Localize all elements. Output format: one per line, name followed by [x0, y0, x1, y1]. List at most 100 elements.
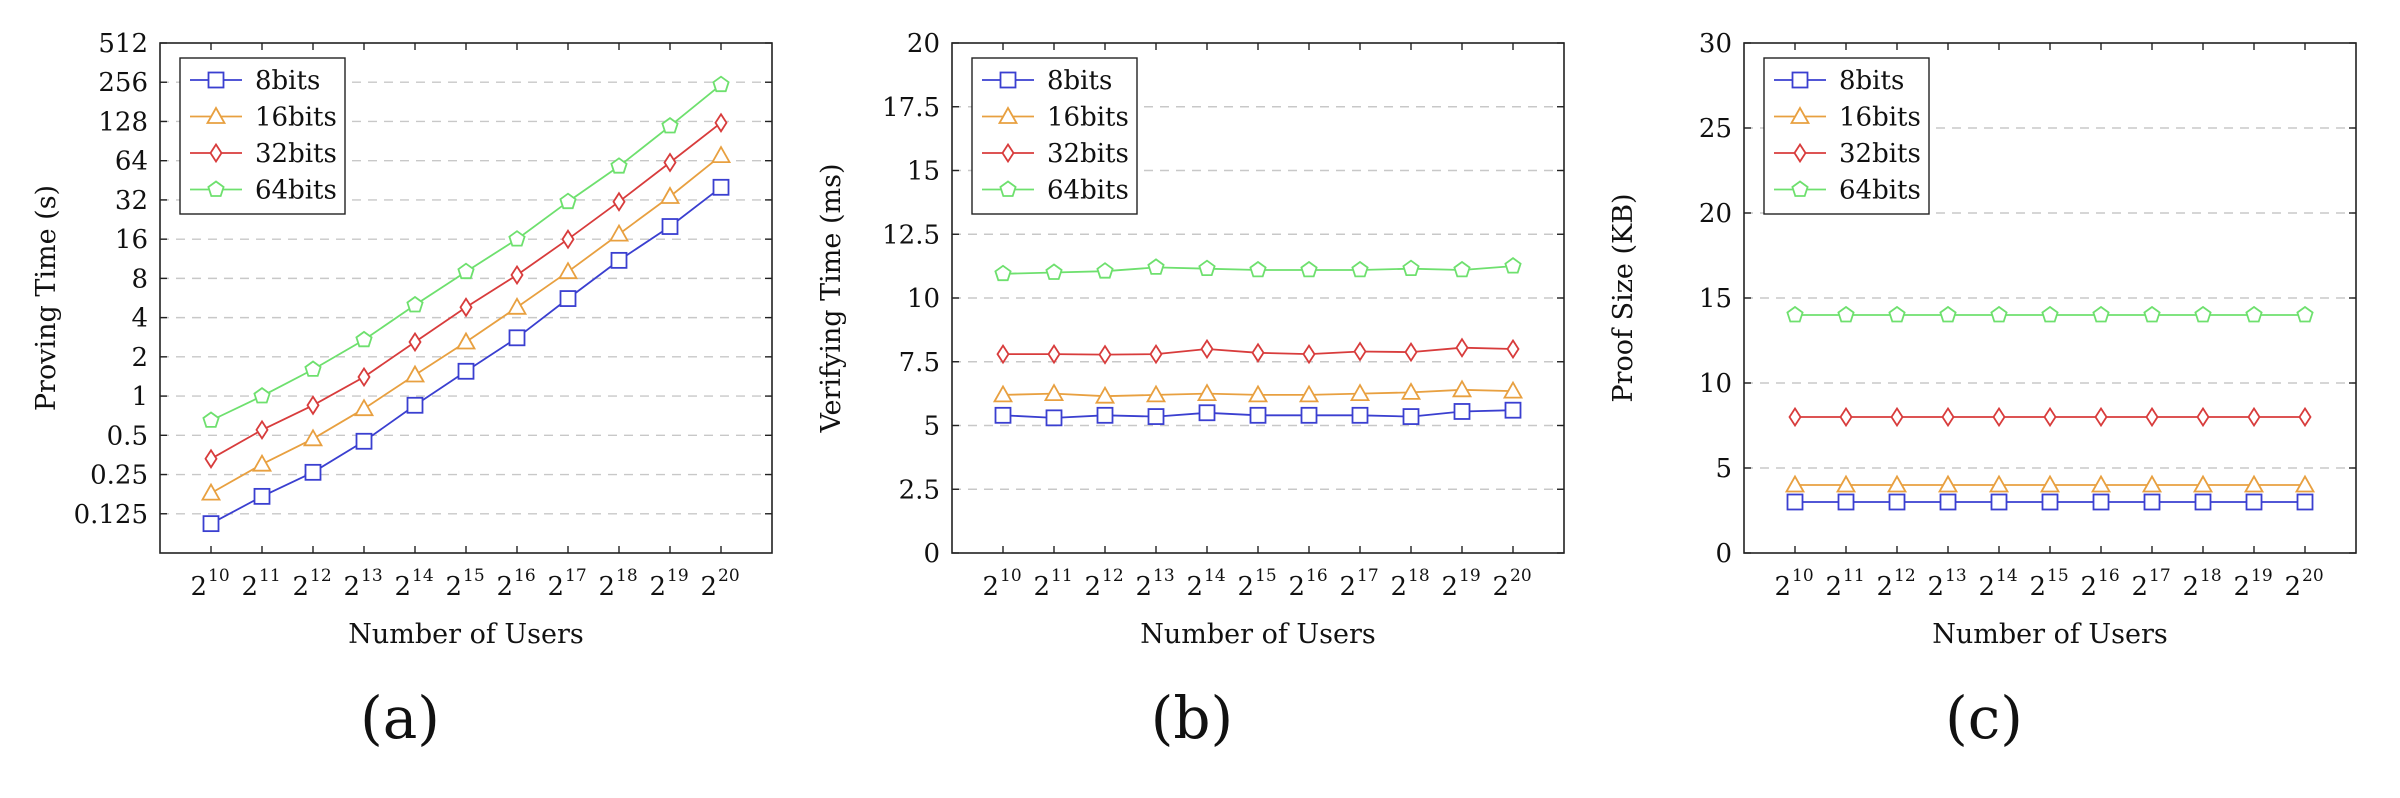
y-tick-label: 64: [115, 147, 148, 177]
x-tick-exponent: 14: [412, 566, 434, 586]
x-tick-exponent: 19: [667, 566, 689, 586]
x-tick-exponent: 10: [1000, 566, 1022, 586]
data-point: [1351, 260, 1369, 278]
series-16bits: [992, 379, 1524, 404]
data-point: [253, 386, 271, 404]
data-point: [2145, 406, 2159, 428]
x-tick-base: 2: [2182, 572, 2199, 602]
data-point: [304, 463, 322, 481]
y-tick-label: 20: [1699, 199, 1732, 229]
x-tick-base: 2: [982, 572, 999, 602]
x-tick-exponent: 10: [1792, 566, 1814, 586]
x-tick-base: 2: [343, 572, 360, 602]
data-point: [1045, 263, 1063, 280]
y-tick-label: 5: [923, 412, 940, 442]
data-point: [659, 186, 681, 204]
y-tick-label: 7.5: [899, 348, 940, 378]
x-tick-label: 2 14: [394, 566, 433, 602]
data-point: [2294, 474, 2316, 493]
data-point: [302, 428, 324, 447]
data-point: [714, 112, 728, 133]
x-tick-base: 2: [292, 572, 309, 602]
x-ticks: 2 10 2 11 2 12 2 13 2 14 2 15 2 16 2 17 2 18 2 19 2 20: [190, 43, 740, 602]
y-tick-label: 0.5: [107, 421, 148, 451]
series-16bits: [1784, 474, 2316, 493]
y-tick-label: 5: [1715, 454, 1732, 484]
x-tick-exponent: 15: [1255, 566, 1277, 586]
series-64bits: [202, 75, 730, 428]
data-point: [2296, 493, 2314, 511]
data-point: [1147, 408, 1165, 425]
legend-item: 8bits: [1774, 66, 1904, 96]
data-point: [1502, 380, 1524, 399]
data-point: [2039, 474, 2061, 493]
x-tick-exponent: 10: [208, 566, 230, 586]
series-line: [210, 186, 722, 525]
legend-item: 32bits: [982, 139, 1129, 169]
data-point: [510, 264, 524, 286]
x-tick-base: 2: [1237, 572, 1254, 602]
legend-item: 16bits: [982, 103, 1129, 133]
x-tick-base: 2: [2029, 572, 2046, 602]
x-tick-base: 2: [445, 572, 462, 602]
data-point: [1045, 409, 1063, 427]
y-tick-label: 8: [131, 264, 148, 294]
x-tick-base: 2: [700, 572, 717, 602]
data-point: [1786, 305, 1804, 323]
data-point: [508, 329, 526, 347]
legend-marker: [1793, 142, 1807, 164]
data-point: [661, 116, 679, 134]
y-tick-label: 0.125: [74, 500, 148, 530]
x-tick-exponent: 14: [1204, 566, 1226, 586]
data-point: [1453, 403, 1471, 420]
data-point: [559, 192, 577, 210]
x-tick-base: 2: [2080, 572, 2097, 602]
y-tick-label: 128: [98, 107, 148, 137]
x-tick-exponent: 15: [2047, 566, 2069, 586]
x-tick-base: 2: [1288, 572, 1305, 602]
x-tick-base: 2: [1084, 572, 1101, 602]
x-tick-base: 2: [1876, 572, 1893, 602]
data-point: [610, 157, 628, 174]
x-tick-label: 2 16: [2080, 566, 2119, 602]
legend-label: 64bits: [1047, 176, 1129, 206]
x-tick-label: 2 12: [1084, 566, 1123, 602]
y-tick-label: 512: [98, 29, 148, 59]
data-point: [2143, 305, 2161, 323]
x-tick-label: 2 11: [1825, 566, 1864, 602]
x-tick-base: 2: [1033, 572, 1050, 602]
legend-label: 32bits: [1047, 139, 1129, 169]
legend: 8bits 16bits 32bits 64bits: [1763, 57, 1930, 215]
data-point: [557, 261, 579, 280]
y-tick-label: 10: [1699, 369, 1732, 399]
data-point: [1504, 256, 1522, 274]
data-point: [2092, 305, 2110, 323]
data-point: [251, 453, 273, 472]
y-tick-label: 0: [923, 539, 940, 569]
legend-marker: [999, 71, 1017, 89]
legend-label: 64bits: [255, 176, 337, 206]
x-tick-exponent: 11: [259, 566, 281, 586]
data-point: [1302, 343, 1316, 365]
x-tick-label: 2 17: [1339, 566, 1378, 602]
data-point: [661, 218, 679, 235]
legend-label: 32bits: [255, 139, 337, 169]
legend-label: 16bits: [255, 103, 337, 133]
y-tick-label: 15: [1699, 284, 1732, 314]
x-ticks: 2 10 2 11 2 12 2 13 2 14 2 15 2 16 2 17 2 18 2 19 2 20: [1774, 43, 2324, 602]
data-point: [202, 411, 220, 428]
x-tick-base: 2: [1135, 572, 1152, 602]
x-tick-label: 2 15: [2029, 566, 2068, 602]
data-point: [994, 406, 1012, 424]
legend-marker: [209, 142, 223, 164]
data-point: [506, 296, 528, 315]
y-ticks: 0 2.5 5 7.5 10 12.5 15 17.5 20: [882, 29, 1564, 569]
data-point: [1298, 384, 1320, 403]
panel-caption: (a): [360, 684, 440, 752]
data-point: [1047, 343, 1061, 365]
data-point: [408, 331, 422, 353]
x-tick-base: 2: [394, 572, 411, 602]
x-tick-exponent: 16: [1306, 566, 1328, 586]
y-tick-label: 2.5: [899, 475, 940, 505]
data-point: [1939, 493, 1957, 511]
